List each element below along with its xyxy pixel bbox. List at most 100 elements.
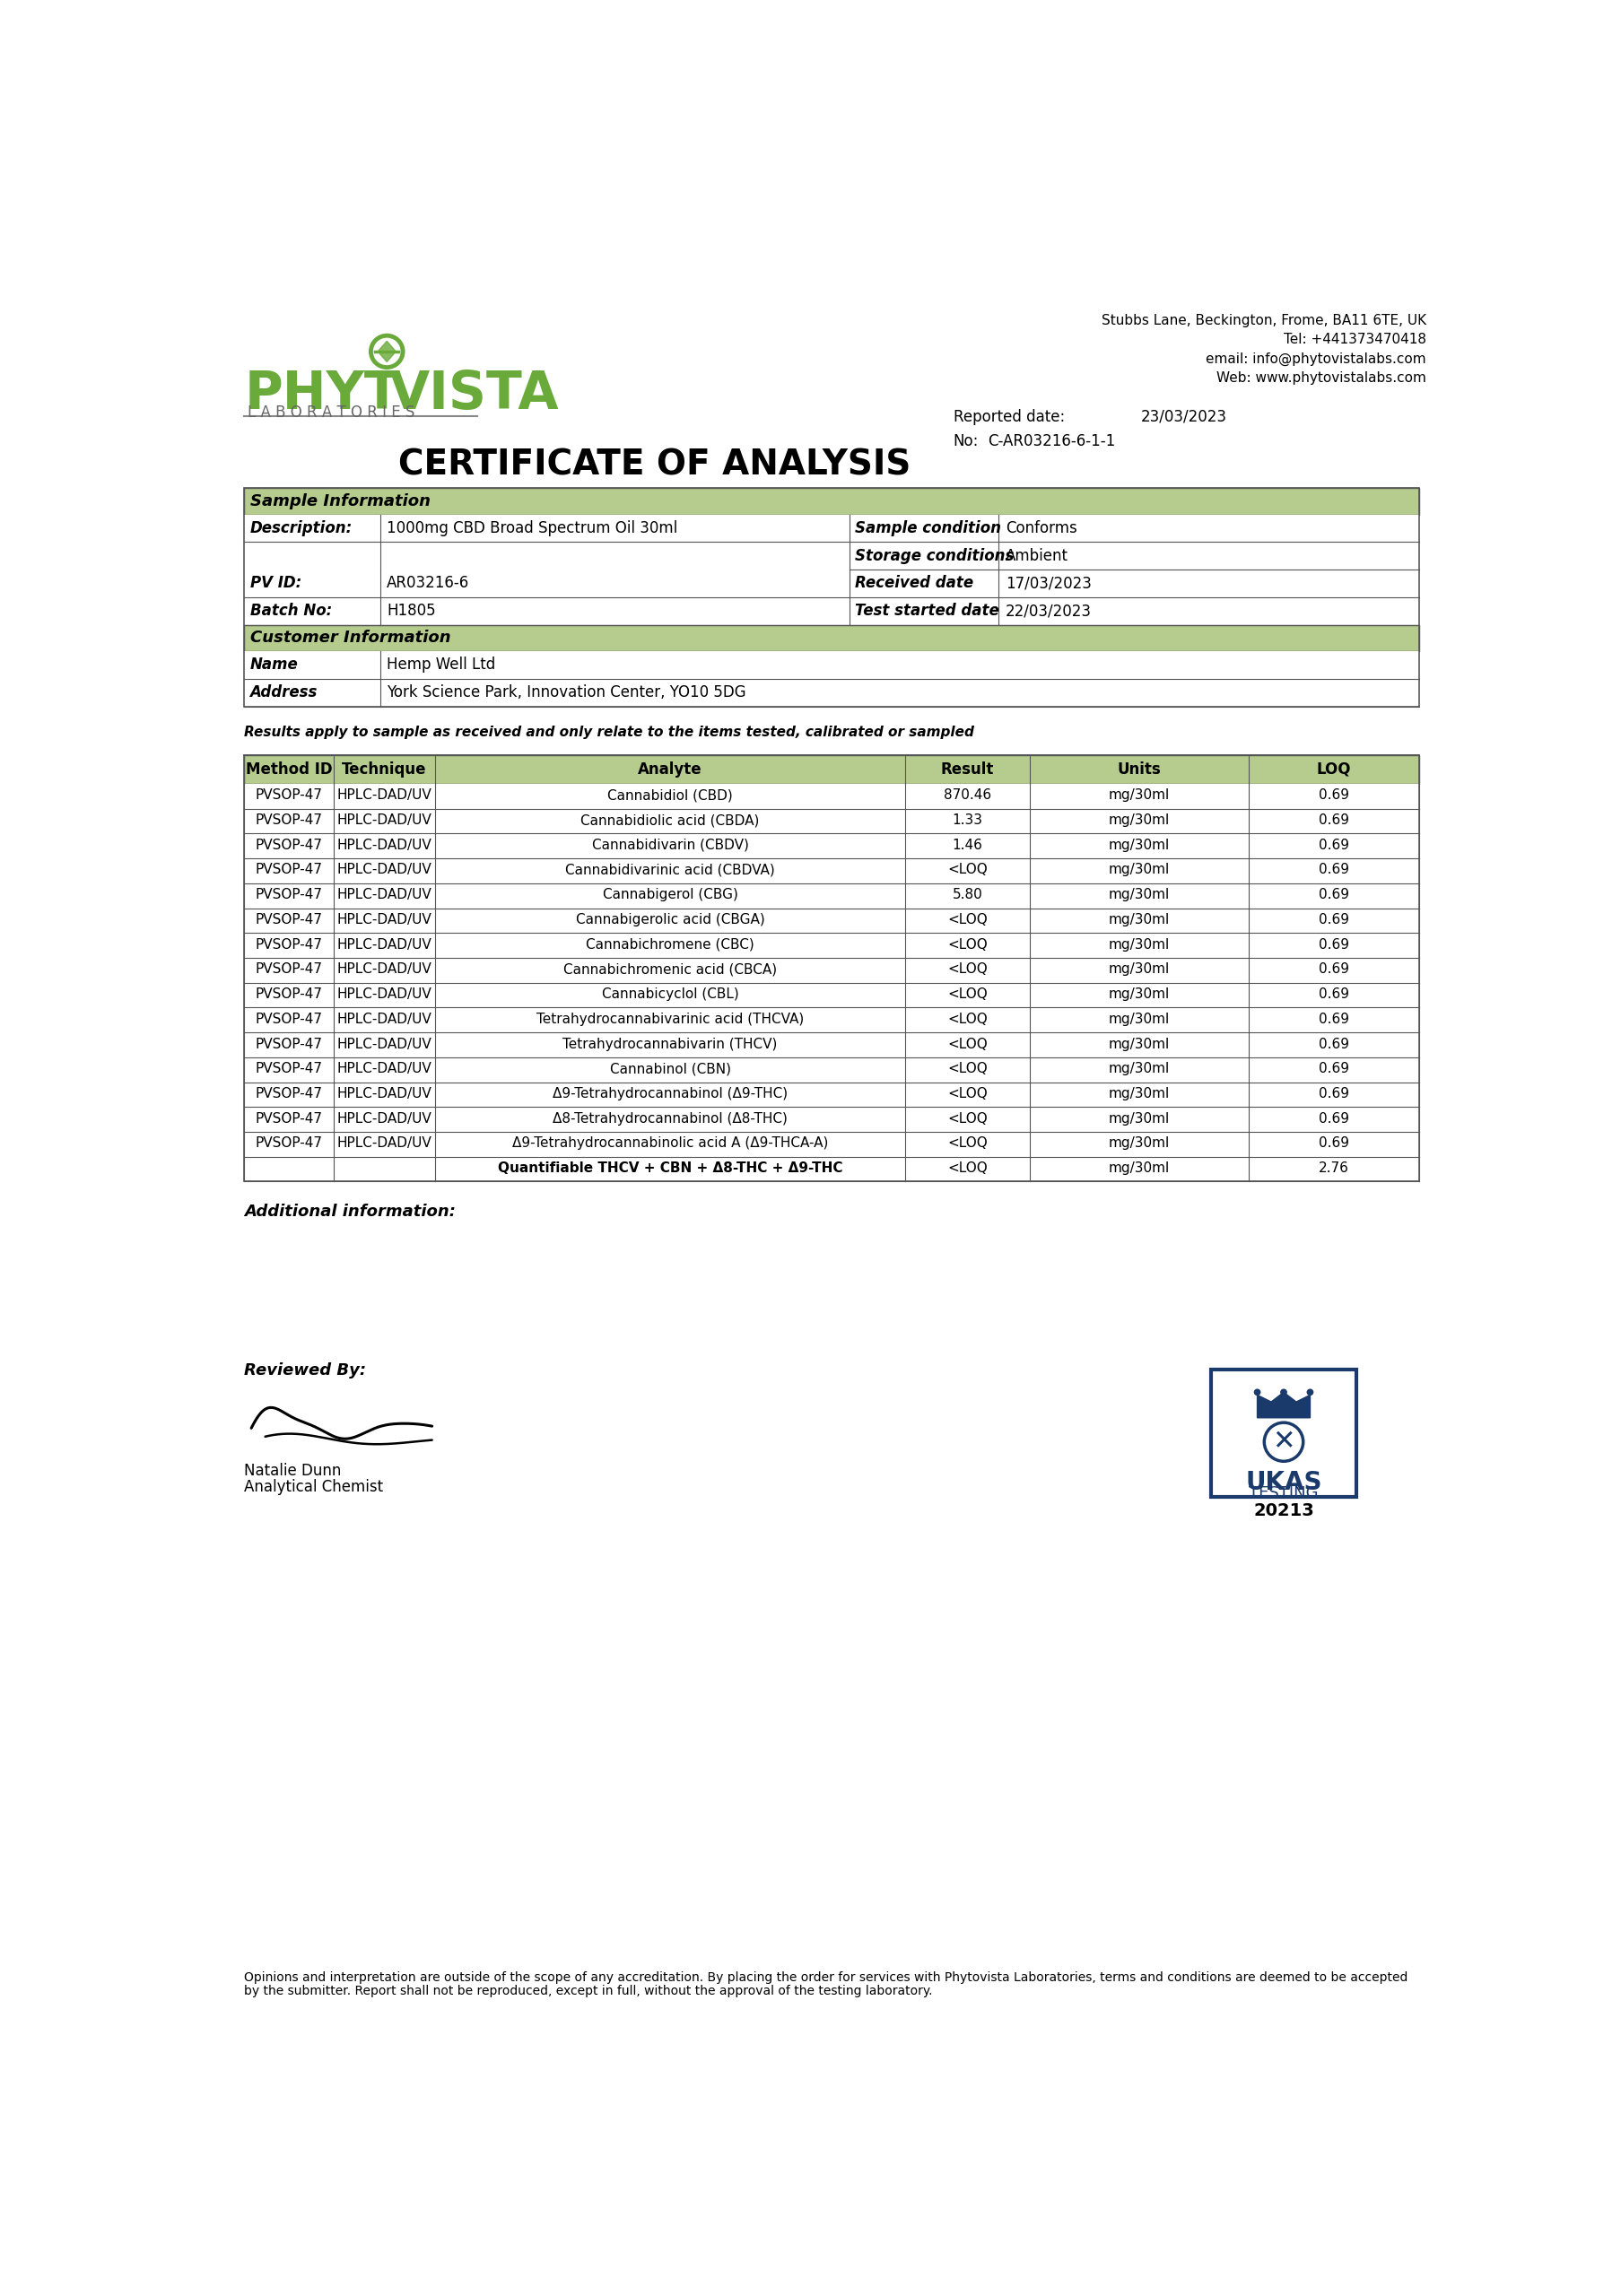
Text: LOQ: LOQ — [1316, 760, 1352, 776]
Bar — [245, 489, 1420, 707]
Text: Reported date:: Reported date: — [953, 409, 1065, 425]
Text: Results apply to sample as received and only relate to the items tested, calibra: Results apply to sample as received and … — [245, 726, 974, 739]
Text: Natalie Dunn: Natalie Dunn — [245, 1463, 342, 1479]
Text: mg/30ml: mg/30ml — [1109, 1137, 1170, 1150]
Bar — [245, 1157, 1420, 1182]
Text: 0.69: 0.69 — [1319, 987, 1349, 1001]
Text: Opinions and interpretation are outside of the scope of any accreditation. By pl: Opinions and interpretation are outside … — [245, 1970, 1409, 1984]
Text: Sample Information: Sample Information — [250, 494, 430, 510]
Text: H1805: H1805 — [387, 604, 436, 620]
Text: Batch No:: Batch No: — [250, 604, 332, 620]
Text: Units: Units — [1117, 760, 1161, 776]
Text: Stubbs Lane, Beckington, Frome, BA11 6TE, UK: Stubbs Lane, Beckington, Frome, BA11 6TE… — [1101, 315, 1426, 326]
Text: 20213: 20213 — [1253, 1502, 1315, 1520]
Bar — [245, 625, 1420, 652]
Text: Tetrahydrocannabivarin (THCV): Tetrahydrocannabivarin (THCV) — [562, 1038, 778, 1052]
Text: PVSOP-47: PVSOP-47 — [254, 987, 323, 1001]
Text: PVSOP-47: PVSOP-47 — [254, 1038, 323, 1052]
Bar — [245, 755, 1420, 1182]
Text: Test started date: Test started date — [854, 604, 999, 620]
Text: 0.69: 0.69 — [1319, 962, 1349, 976]
Text: <LOQ: <LOQ — [947, 962, 987, 976]
Text: PVSOP-47: PVSOP-47 — [254, 1086, 323, 1100]
Text: Cannabigerol (CBG): Cannabigerol (CBG) — [603, 889, 738, 902]
Text: HPLC-DAD/UV: HPLC-DAD/UV — [337, 889, 431, 902]
Text: mg/30ml: mg/30ml — [1109, 788, 1170, 801]
Text: email: info@phytovistalabs.com: email: info@phytovistalabs.com — [1206, 351, 1426, 365]
Text: Δ9-Tetrahydrocannabinol (Δ9-THC): Δ9-Tetrahydrocannabinol (Δ9-THC) — [553, 1086, 788, 1100]
Text: 0.69: 0.69 — [1319, 788, 1349, 801]
Bar — [245, 983, 1420, 1008]
Text: 0.69: 0.69 — [1319, 813, 1349, 827]
Text: 1000mg CBD Broad Spectrum Oil 30ml: 1000mg CBD Broad Spectrum Oil 30ml — [387, 519, 678, 537]
Text: PVSOP-47: PVSOP-47 — [254, 914, 323, 925]
Bar — [849, 542, 1420, 569]
Text: mg/30ml: mg/30ml — [1109, 962, 1170, 976]
Text: Address: Address — [250, 684, 318, 700]
Text: HPLC-DAD/UV: HPLC-DAD/UV — [337, 937, 431, 951]
Text: Cannabidivarinic acid (CBDVA): Cannabidivarinic acid (CBDVA) — [566, 863, 775, 877]
Text: mg/30ml: mg/30ml — [1109, 838, 1170, 852]
Bar — [245, 755, 1420, 783]
Bar — [245, 1081, 1420, 1107]
Bar — [245, 957, 1420, 983]
Text: Cannabidiol (CBD): Cannabidiol (CBD) — [608, 788, 733, 801]
Text: HPLC-DAD/UV: HPLC-DAD/UV — [337, 1038, 431, 1052]
Text: VISTA: VISTA — [389, 370, 559, 420]
Text: HPLC-DAD/UV: HPLC-DAD/UV — [337, 863, 431, 877]
Text: Conforms: Conforms — [1005, 519, 1076, 537]
Text: TESTING: TESTING — [1248, 1486, 1318, 1502]
Text: HPLC-DAD/UV: HPLC-DAD/UV — [337, 813, 431, 827]
Text: PVSOP-47: PVSOP-47 — [254, 788, 323, 801]
Polygon shape — [1258, 1391, 1310, 1417]
Text: Received date: Received date — [854, 576, 973, 592]
Bar — [245, 569, 1420, 597]
Text: Customer Information: Customer Information — [250, 629, 451, 645]
Bar — [245, 884, 1420, 909]
Text: Δ9-Tetrahydrocannabinolic acid A (Δ9-THCA-A): Δ9-Tetrahydrocannabinolic acid A (Δ9-THC… — [512, 1137, 828, 1150]
Text: C-AR03216-6-1-1: C-AR03216-6-1-1 — [989, 434, 1115, 450]
Bar — [245, 597, 1420, 625]
Bar — [245, 489, 1420, 514]
Text: HPLC-DAD/UV: HPLC-DAD/UV — [337, 987, 431, 1001]
Text: 0.69: 0.69 — [1319, 838, 1349, 852]
Circle shape — [1253, 1389, 1261, 1396]
Text: Description:: Description: — [250, 519, 352, 537]
Text: Cannabicyclol (CBL): Cannabicyclol (CBL) — [601, 987, 739, 1001]
Text: UKAS: UKAS — [1245, 1469, 1323, 1495]
Text: mg/30ml: mg/30ml — [1109, 1063, 1170, 1075]
Bar — [1211, 1368, 1357, 1497]
Text: PVSOP-47: PVSOP-47 — [254, 937, 323, 951]
Bar — [245, 514, 1420, 542]
Text: mg/30ml: mg/30ml — [1109, 1111, 1170, 1125]
Bar — [245, 625, 1420, 652]
Text: PVSOP-47: PVSOP-47 — [254, 838, 323, 852]
Text: <LOQ: <LOQ — [947, 914, 987, 925]
Text: L A B O R A T O R I E S: L A B O R A T O R I E S — [248, 404, 415, 420]
Text: PVSOP-47: PVSOP-47 — [254, 1111, 323, 1125]
Text: HPLC-DAD/UV: HPLC-DAD/UV — [337, 1063, 431, 1075]
Text: 870.46: 870.46 — [943, 788, 990, 801]
Text: 0.69: 0.69 — [1319, 1137, 1349, 1150]
Text: <LOQ: <LOQ — [947, 1013, 987, 1026]
Text: 0.69: 0.69 — [1319, 1063, 1349, 1075]
Text: Web: www.phytovistalabs.com: Web: www.phytovistalabs.com — [1216, 372, 1426, 386]
Text: HPLC-DAD/UV: HPLC-DAD/UV — [337, 1013, 431, 1026]
Text: PVSOP-47: PVSOP-47 — [254, 1063, 323, 1075]
Circle shape — [1307, 1389, 1313, 1396]
Text: PHYT: PHYT — [245, 370, 400, 420]
Bar — [245, 859, 1420, 884]
Text: Quantifiable THCV + CBN + Δ8-THC + Δ9-THC: Quantifiable THCV + CBN + Δ8-THC + Δ9-TH… — [498, 1162, 843, 1176]
Text: PVSOP-47: PVSOP-47 — [254, 962, 323, 976]
Bar — [245, 909, 1420, 932]
Text: HPLC-DAD/UV: HPLC-DAD/UV — [337, 1086, 431, 1100]
Text: Δ8-Tetrahydrocannabinol (Δ8-THC): Δ8-Tetrahydrocannabinol (Δ8-THC) — [553, 1111, 788, 1125]
Text: PVSOP-47: PVSOP-47 — [254, 889, 323, 902]
Text: 0.69: 0.69 — [1319, 889, 1349, 902]
Bar — [245, 1132, 1420, 1157]
Text: Sample condition: Sample condition — [854, 519, 1002, 537]
Text: PV ID:: PV ID: — [250, 576, 302, 592]
Text: HPLC-DAD/UV: HPLC-DAD/UV — [337, 914, 431, 925]
Text: Cannabichromene (CBC): Cannabichromene (CBC) — [585, 937, 754, 951]
Bar — [245, 1107, 1420, 1132]
